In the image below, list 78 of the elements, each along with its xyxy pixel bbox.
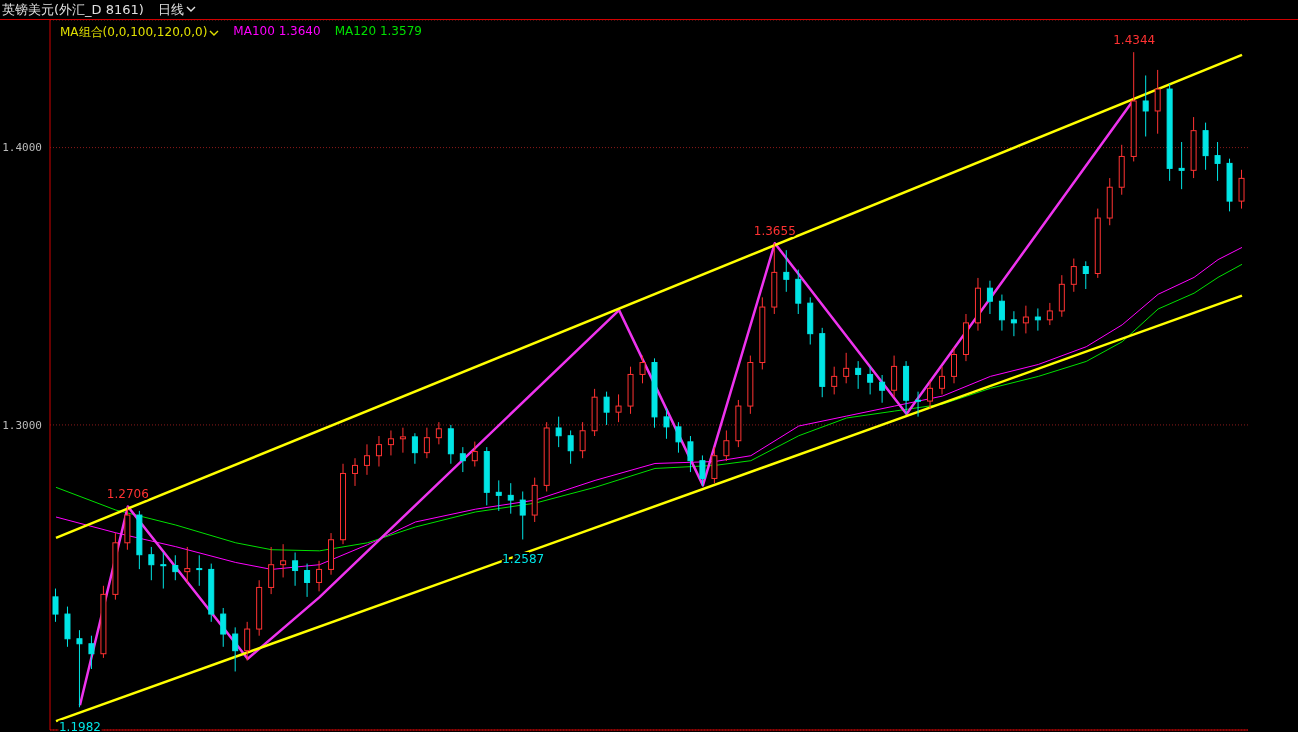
candlestick (76, 629, 83, 708)
candlestick (891, 355, 898, 398)
candlestick (951, 346, 957, 384)
candlestick (639, 355, 646, 384)
candlestick (411, 432, 418, 465)
candlestick (495, 479, 502, 512)
candlestick (603, 391, 610, 426)
candlestick (423, 427, 430, 459)
candlestick (160, 552, 167, 590)
candlestick (148, 546, 155, 581)
candlestick (196, 554, 203, 587)
candlestick (723, 429, 730, 462)
candlestick (304, 563, 311, 598)
candlestick (831, 366, 838, 395)
candlestick (915, 391, 922, 418)
candlestick (939, 366, 946, 395)
candlestick (1070, 258, 1077, 293)
chart-title: 英镑美元(外汇_D 8161) (2, 0, 144, 19)
candlestick (232, 626, 239, 672)
candlestick (998, 294, 1005, 332)
text: MA100 1.3640 (233, 24, 321, 40)
candlestick (471, 441, 478, 468)
candlestick (399, 427, 406, 454)
candlestick (927, 380, 934, 409)
candlestick (1214, 141, 1221, 182)
candlestick (459, 446, 466, 473)
annotation: 1.4344 (1113, 33, 1156, 48)
annotation: 1.3655 (753, 224, 796, 239)
candlestick (352, 457, 358, 487)
candlestick (1046, 302, 1053, 326)
candlestick (375, 435, 382, 468)
candlestick (699, 454, 706, 487)
candlestick (316, 560, 323, 592)
candlestick (1154, 69, 1161, 135)
candlestick (879, 374, 886, 404)
candlestick (663, 407, 670, 440)
candlestick (268, 546, 275, 595)
candlestick (615, 393, 622, 423)
candlestick (519, 490, 526, 540)
candlestick (567, 429, 574, 465)
chart-subtitle: 日线 (157, 0, 185, 19)
candlestick (1082, 260, 1089, 290)
candlestick (783, 249, 790, 293)
y-tick-label: 1.4000 (2, 141, 42, 155)
candlestick (1238, 169, 1245, 210)
candlestick (986, 280, 993, 315)
candlestick (843, 352, 850, 384)
candlestick (280, 543, 287, 578)
candlestick (675, 421, 682, 454)
candlestick (220, 607, 227, 648)
candlestick (1178, 141, 1185, 190)
annotation: 1.2587 (502, 552, 545, 567)
candlestick (1142, 74, 1149, 137)
candlestick (1022, 305, 1029, 334)
legend-title: MA组合(0,0,100,120,0,0) (60, 24, 209, 41)
candlestick (363, 443, 370, 476)
candlestick (184, 546, 191, 584)
candlestick (867, 366, 874, 395)
annotation: 1.2706 (106, 487, 149, 502)
y-tick-label: 1.3000 (2, 418, 42, 432)
candlestick (244, 621, 251, 662)
candlestick (88, 635, 95, 670)
candlestick (292, 552, 299, 587)
candlestick (795, 269, 802, 315)
candlestick (711, 446, 718, 484)
candlestick (507, 482, 514, 515)
candlestick (579, 421, 586, 459)
annotation: 1.1982 (58, 720, 101, 732)
candlestick (855, 360, 862, 390)
candlestick (555, 416, 562, 448)
candlestick (172, 554, 179, 581)
candlestick (687, 435, 694, 473)
candlestick (435, 421, 442, 445)
candlestick (387, 429, 394, 456)
candlestick (1010, 310, 1017, 337)
text: MA120 1.3579 (334, 24, 422, 40)
candlestick (1034, 307, 1041, 332)
candlestick (52, 588, 59, 623)
